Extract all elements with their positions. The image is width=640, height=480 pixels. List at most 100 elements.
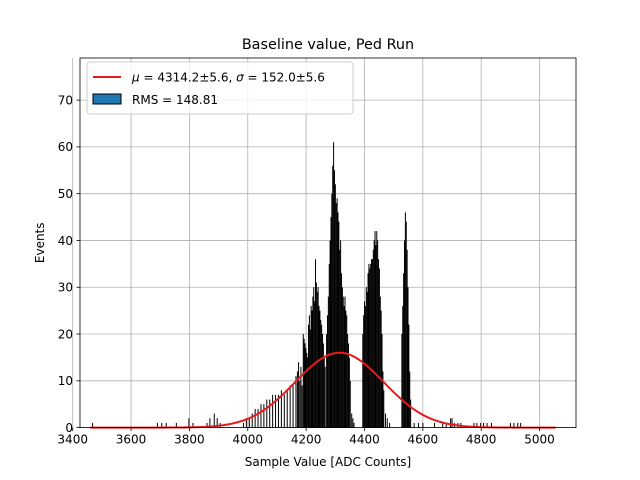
histogram-bar [369,268,371,428]
histogram-bar [362,334,364,428]
histogram-bar [405,221,407,428]
histogram-bar [331,193,333,428]
legend-sigma-value: = 152.0±5.6 [244,71,325,85]
histogram-bar [445,422,447,428]
histogram-bar [476,422,478,428]
histogram-bar [353,422,355,428]
histogram-bar [376,231,378,428]
histogram-bar [342,296,344,428]
histogram-bar [298,362,300,428]
histogram-bar [389,422,391,428]
histogram-bar [338,221,340,428]
histogram-bar [334,184,336,428]
histogram-bar [379,296,381,428]
histogram-bar [289,385,291,428]
histogram-bar [486,422,488,428]
x-tick-label: 3600 [116,433,147,447]
histogram-bar [363,315,365,428]
histogram-bar [513,422,515,428]
histogram-bar [404,212,406,428]
histogram-bar [300,366,302,428]
histogram-bar [366,291,368,428]
histogram-bar [317,287,319,428]
y-axis-ticks: 0 10 20 30 40 50 60 70 [58,93,80,435]
histogram-bar [345,310,347,428]
histogram-bar [188,418,190,428]
histogram-bar [373,240,375,428]
histogram-bar [382,371,384,428]
histogram-bar [292,385,294,428]
histogram-bar [337,212,339,428]
histogram-bar [272,394,274,428]
histogram-bar [407,287,409,428]
y-tick-label: 50 [58,187,73,201]
histogram-bar [483,422,485,428]
histogram-bar [368,263,370,428]
legend: μ = 4314.2±5.6, σ = 152.0±5.6 RMS = 148.… [86,61,354,115]
histogram-bar [333,170,335,428]
histogram-bar [378,259,380,428]
histogram-bar [386,418,388,428]
histogram-bar [336,198,338,428]
y-tick-label: 10 [58,374,73,388]
histogram-bar [401,334,403,428]
histogram-bar [380,310,382,428]
legend-sigma-symbol: σ [236,71,244,85]
histogram-bar [330,217,332,428]
x-tick-label: 4600 [408,433,439,447]
histogram-bar [319,310,321,428]
histogram-bar [320,319,322,428]
histogram-bar [216,418,218,428]
histogram-bar [275,394,277,428]
y-tick-label: 70 [58,93,73,107]
histogram-bar [442,422,444,428]
y-axis-label: Events [33,222,47,263]
histogram-bar [280,390,282,428]
histogram [92,142,522,428]
x-tick-label: 3800 [174,433,205,447]
y-tick-label: 30 [58,281,73,295]
histogram-bar [385,413,387,428]
histogram-bar [349,380,351,428]
histogram-bar [413,422,415,428]
histogram-bar [377,240,379,428]
x-axis-label: Sample Value [ADC Counts] [245,455,411,469]
histogram-bar [309,329,311,428]
histogram-bar [341,287,343,428]
legend-hist-swatch [92,93,122,105]
histogram-bar [295,376,297,428]
histogram-bar [402,305,404,428]
histogram-bar [209,418,211,428]
histogram-bar [311,310,313,428]
histogram-bar [308,324,310,428]
plot-frame [79,57,577,429]
histogram-bar [434,422,436,428]
histogram-bar [335,203,337,428]
histogram-bar [347,343,349,428]
histogram-bar [308,315,310,428]
histogram-bar [329,240,331,428]
histogram-bar [365,287,367,428]
histogram-bar [327,296,329,428]
histogram-bar [340,273,342,428]
histogram-bar [296,371,298,428]
histogram-bar [347,334,349,428]
histogram-bar [245,418,247,428]
histogram-bar [406,249,408,428]
histogram-bar [254,408,256,428]
histogram-bar [323,357,325,428]
x-tick-label: 4800 [466,433,497,447]
chart-title: Baseline value, Ped Run [242,37,414,53]
histogram-bar [372,249,374,428]
histogram-bar [315,282,317,428]
histogram-bar [277,394,279,428]
histogram-bar [348,357,350,428]
histogram-bar [318,305,320,428]
histogram-bar [322,343,324,428]
histogram-bar [403,273,405,428]
histogram-bar [257,408,259,428]
histogram-bar [299,380,301,428]
x-tick-label: 3400 [57,433,88,447]
histogram-bar [410,399,412,428]
